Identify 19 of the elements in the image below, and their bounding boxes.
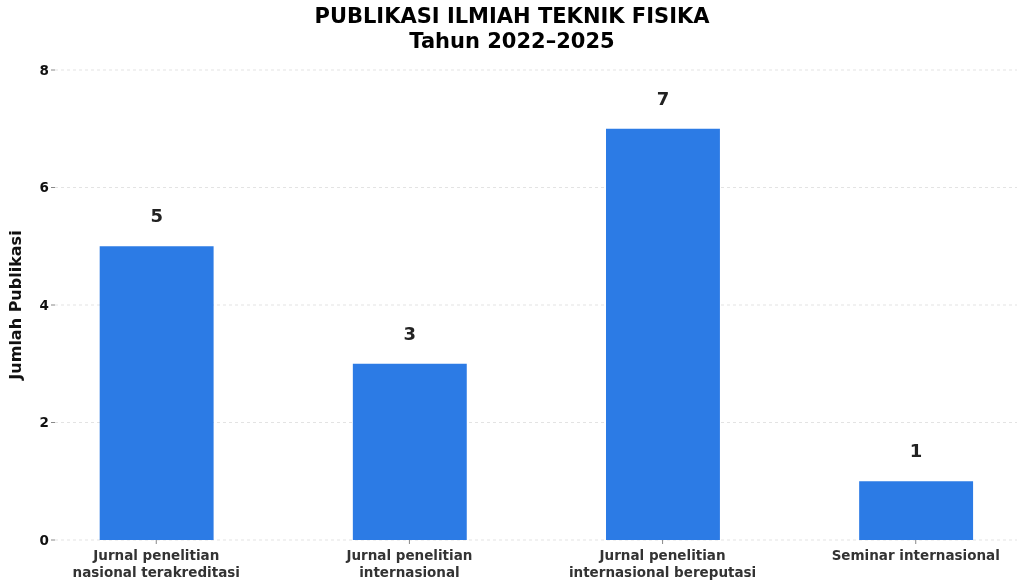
- data-label: 7: [656, 87, 670, 109]
- y-tick-label: 8: [39, 61, 49, 78]
- x-tick-label: Jurnal penelitian internasional bereputasi: [568, 547, 757, 580]
- y-tick-label: 6: [39, 179, 49, 196]
- y-tick-label: 0: [39, 531, 49, 548]
- chart-title: PUBLIKASI ILMIAH TEKNIK FISIKA Tahun 2022–2025: [313, 4, 711, 54]
- bar: [352, 363, 467, 540]
- bar: [606, 128, 720, 540]
- y-tick-label: 4: [39, 296, 49, 313]
- data-label: 5: [150, 205, 163, 227]
- data-label: 3: [403, 322, 417, 344]
- y-tick-label: 2: [39, 414, 49, 431]
- data-label: 1: [909, 440, 923, 462]
- bar: [99, 246, 214, 540]
- bar: [859, 481, 974, 540]
- x-tick-label: Jurnal penelitian internasional: [345, 547, 473, 580]
- y-axis-title: Jumlah Publikasi: [5, 230, 25, 381]
- x-tick-label: Seminar internasional: [831, 547, 1000, 563]
- x-tick-label: Jurnal penelitian nasional terakreditasi: [72, 547, 240, 580]
